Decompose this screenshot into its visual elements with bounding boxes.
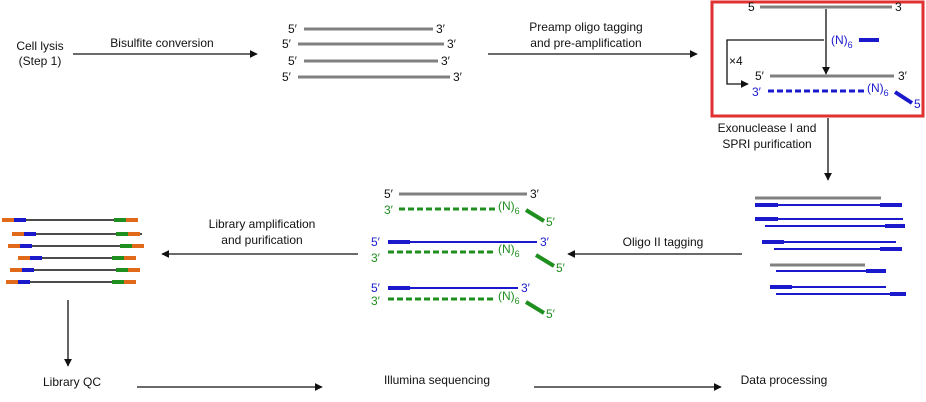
five-label: 5 — [914, 97, 921, 111]
five-prime-label: 5′ — [288, 22, 298, 36]
purified-products — [755, 196, 906, 296]
five-prime-label: 5′ — [546, 307, 556, 321]
three-prime-label: 3′ — [453, 70, 463, 84]
three-prime-label: 3′ — [436, 22, 446, 36]
three-prime-label: 3′ — [447, 37, 457, 51]
library-fragment — [10, 268, 140, 272]
five-prime-label: 5′ — [546, 215, 556, 229]
three-prime-label: 3′ — [371, 294, 381, 308]
three-prime-label: 3′ — [441, 54, 451, 68]
five-label: 5 — [748, 0, 755, 14]
five-prime-label: 5′ — [556, 261, 566, 275]
green-tail — [534, 253, 556, 268]
library-qc-label: Library QC — [43, 375, 101, 389]
five-prime-label: 5′ — [288, 54, 298, 68]
three-prime-label: 3′ — [752, 85, 762, 99]
library-amplification-label: Library amplification — [209, 217, 316, 231]
five-prime-label: 5′ — [755, 69, 765, 83]
green-tail — [524, 208, 546, 223]
preamp-label-2: and pre-amplification — [530, 36, 641, 50]
final-library — [2, 218, 144, 284]
data-processing-label: Data processing — [741, 373, 828, 387]
five-prime-label: 5′ — [384, 187, 394, 201]
cell-lysis-label: Cell lysis — [16, 39, 63, 53]
five-prime-label: 5′ — [371, 281, 381, 295]
three-prime-label: 3′ — [540, 235, 550, 249]
random-hexamer-label: (N)6 — [498, 289, 520, 306]
three-prime-label: 3′ — [384, 203, 394, 217]
cell-lysis-step-label: (Step 1) — [19, 54, 62, 68]
library-fragment — [18, 256, 136, 260]
cycle-loop-arrow — [726, 39, 824, 88]
library-fragment — [2, 218, 138, 222]
five-prime-label: 5′ — [371, 235, 381, 249]
random-hexamer-label: (N)6 — [867, 81, 889, 98]
green-tail — [524, 300, 546, 315]
blue-tail — [893, 90, 914, 105]
oligo2-label: Oligo II tagging — [623, 235, 704, 249]
highlight-box — [710, 0, 925, 118]
three-prime-label: 3′ — [530, 187, 540, 201]
three-prime-label: 3′ — [371, 251, 381, 265]
three-prime-label: 3′ — [898, 69, 908, 83]
preamp-label: Preamp oligo tagging — [529, 20, 642, 34]
preamp-cycle-detail: 5 3 (N)6 ×4 5′ 3′ 3′ (N)6 5 — [726, 0, 921, 111]
three-label: 3 — [895, 0, 902, 14]
library-amplification-label-2: and purification — [221, 233, 302, 247]
five-prime-label: 5′ — [282, 70, 292, 84]
random-hexamer-label: (N)6 — [498, 242, 520, 259]
library-fragment — [8, 244, 144, 248]
random-hexamer-label: (N)6 — [498, 199, 520, 216]
converted-strands: 5′ 3′ 5′ 3′ 5′ 3′ 5′ 3′ — [282, 22, 463, 84]
cycle-count-label: ×4 — [729, 54, 743, 68]
library-fragment — [6, 280, 136, 284]
random-hexamer-label: (N)6 — [831, 33, 853, 50]
exonuclease-label-2: SPRI purification — [722, 137, 811, 151]
illumina-sequencing-label: Illumina sequencing — [384, 373, 490, 387]
tagged-molecules: 5′ 3′ 3′ (N)6 5′ 5′ 3′ 3′ (N)6 5′ 5′ 3′ … — [371, 187, 566, 321]
exonuclease-label: Exonuclease I and — [718, 121, 817, 135]
bisulfite-label: Bisulfite conversion — [110, 36, 213, 50]
library-fragment — [12, 232, 142, 236]
three-prime-label: 3′ — [521, 281, 531, 295]
five-prime-label: 5′ — [282, 37, 292, 51]
